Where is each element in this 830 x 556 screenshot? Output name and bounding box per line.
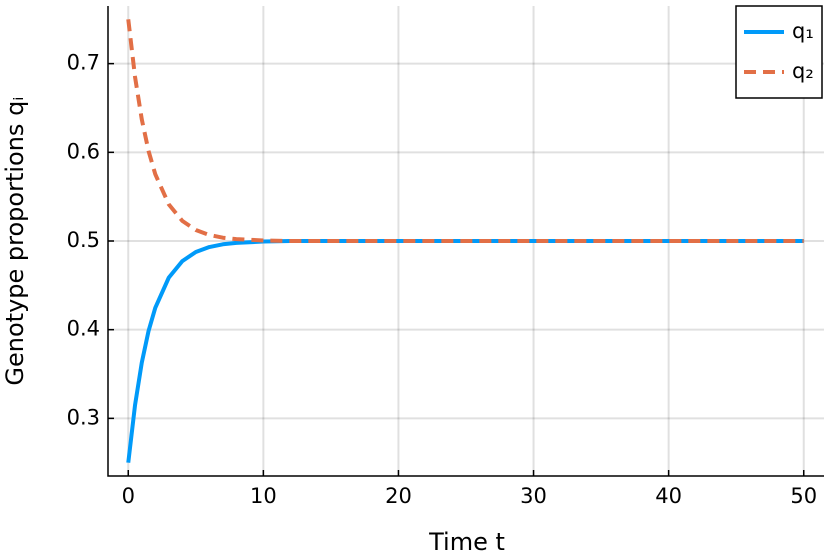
y-tick-label: 0.6 [67, 139, 100, 163]
x-tick-label: 10 [250, 484, 277, 508]
legend: q₁ q₂ [735, 5, 823, 99]
legend-label: q₁ [792, 19, 814, 43]
legend-box [735, 5, 823, 99]
y-axis-label: Genotype proportions qᵢ [1, 96, 29, 385]
x-tick-label: 0 [122, 484, 135, 508]
y-tick-label: 0.3 [67, 405, 100, 429]
y-tick-label: 0.5 [67, 228, 100, 252]
x-axis-label: Time t [428, 528, 505, 556]
legend-label: q₂ [792, 59, 814, 83]
axis-frame [107, 6, 824, 477]
x-tick-label: 20 [385, 484, 412, 508]
y-tick-label: 0.4 [67, 317, 100, 341]
x-tick-label: 50 [790, 484, 817, 508]
series-line [126, 239, 804, 463]
y-tick-label: 0.7 [67, 51, 100, 75]
series-line [126, 19, 804, 243]
x-tick-label: 30 [520, 484, 547, 508]
x-tick-label: 40 [655, 484, 682, 508]
